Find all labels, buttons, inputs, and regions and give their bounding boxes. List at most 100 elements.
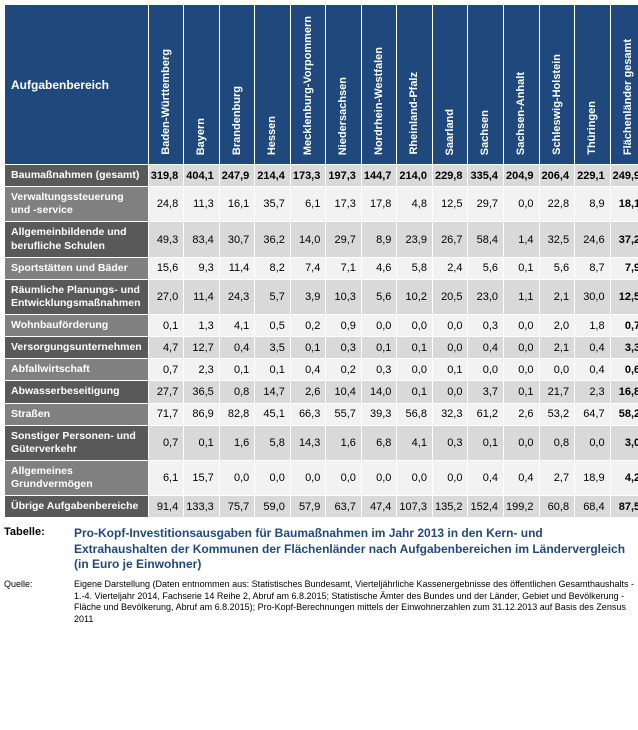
cell: 20,5 (432, 279, 468, 314)
cell: 3,5 (255, 337, 291, 359)
cell: 15,7 (184, 460, 220, 495)
table-row: Wohnbauförderung0,11,34,10,50,20,90,00,0… (5, 315, 638, 337)
data-table: Aufgabenbereich Baden-WürttembergBayernB… (4, 4, 638, 518)
cell: 6,1 (148, 460, 184, 495)
cell: 0,0 (432, 337, 468, 359)
cell: 0,4 (575, 337, 611, 359)
cell: 7,9 (610, 257, 638, 279)
col-header-label: Hessen (255, 116, 290, 155)
row-label: Allgemeines Grundvermögen (5, 460, 149, 495)
cell: 16,1 (219, 187, 255, 222)
cell: 18,9 (575, 460, 611, 495)
cell: 0,0 (397, 359, 433, 381)
cell: 83,4 (184, 222, 220, 257)
cell: 8,9 (361, 222, 397, 257)
cell: 0,4 (468, 460, 504, 495)
cell: 0,0 (432, 460, 468, 495)
cell: 32,3 (432, 403, 468, 425)
cell: 1,6 (219, 425, 255, 460)
cell: 3,7 (468, 381, 504, 403)
cell: 24,8 (148, 187, 184, 222)
row-label: Straßen (5, 403, 149, 425)
cell: 4,8 (397, 187, 433, 222)
row-label: Übrige Aufgabenbereiche (5, 496, 149, 518)
table-row: Allgemeines Grundvermögen6,115,70,00,00,… (5, 460, 638, 495)
cell: 133,3 (184, 496, 220, 518)
cell: 60,8 (539, 496, 575, 518)
cell: 0,3 (326, 337, 362, 359)
cell: 0,0 (504, 337, 540, 359)
cell: 2,7 (539, 460, 575, 495)
col-header: Flächenländer gesamt (610, 5, 638, 165)
cell: 17,8 (361, 187, 397, 222)
cell: 0,8 (219, 381, 255, 403)
cell: 5,6 (539, 257, 575, 279)
table-row: Baumaßnahmen (gesamt)319,8404,1247,9214,… (5, 165, 638, 187)
row-label: Sportstätten und Bäder (5, 257, 149, 279)
cell: 8,9 (575, 187, 611, 222)
cell: 214,4 (255, 165, 291, 187)
cell: 152,4 (468, 496, 504, 518)
col-header-label: Flächenländer gesamt (611, 39, 638, 155)
cell: 4,2 (610, 460, 638, 495)
col-header-label: Baden-Württemberg (149, 49, 184, 155)
cell: 14,7 (255, 381, 291, 403)
cell: 0,4 (504, 460, 540, 495)
cell: 82,8 (219, 403, 255, 425)
cell: 2,4 (432, 257, 468, 279)
row-label: Abwasserbeseitigung (5, 381, 149, 403)
corner-header: Aufgabenbereich (5, 5, 149, 165)
cell: 404,1 (184, 165, 220, 187)
cell: 4,7 (148, 337, 184, 359)
cell: 12,5 (432, 187, 468, 222)
cell: 0,4 (575, 359, 611, 381)
col-header: Mecklenburg-Vorpommern (290, 5, 326, 165)
row-label: Wohnbauförderung (5, 315, 149, 337)
table-row: Sonstiger Personen- und Güterverkehr0,7 0… (5, 425, 638, 460)
col-header-label: Brandenburg (220, 86, 255, 155)
cell: 27,0 (148, 279, 184, 314)
row-label: Allgemeinbildende und berufliche Schulen (5, 222, 149, 257)
cell: 5,7 (255, 279, 291, 314)
cell: 1,3 (184, 315, 220, 337)
cell: 0,0 (504, 187, 540, 222)
cell: 27,7 (148, 381, 184, 403)
cell: 12,7 (184, 337, 220, 359)
cell: 39,3 (361, 403, 397, 425)
cell: 0,3 (432, 425, 468, 460)
cell: 0,7 (148, 425, 184, 460)
cell: 173,3 (290, 165, 326, 187)
cell: 0,1 (397, 337, 433, 359)
cell: 206,4 (539, 165, 575, 187)
cell: 0,0 (326, 460, 362, 495)
col-header-label: Thüringen (575, 101, 610, 155)
col-header-label: Rheinland-Pfalz (397, 72, 432, 155)
cell: 37,2 (610, 222, 638, 257)
cell: 0,0 (504, 425, 540, 460)
cell: 11,4 (184, 279, 220, 314)
cell: 10,2 (397, 279, 433, 314)
cell: 0,0 (575, 425, 611, 460)
cell: 45,1 (255, 403, 291, 425)
cell: 0,4 (290, 359, 326, 381)
cell: 47,4 (361, 496, 397, 518)
row-label: Sonstiger Personen- und Güterverkehr (5, 425, 149, 460)
caption-source-label: Quelle: (4, 579, 74, 626)
cell: 8,7 (575, 257, 611, 279)
col-header: Saarland (432, 5, 468, 165)
cell: 16,8 (610, 381, 638, 403)
cell: 0,9 (326, 315, 362, 337)
cell: 2,1 (539, 279, 575, 314)
cell: 107,3 (397, 496, 433, 518)
col-header-label: Schleswig-Holstein (540, 54, 575, 155)
cell: 3,3 (610, 337, 638, 359)
cell: 53,2 (539, 403, 575, 425)
cell: 0,0 (504, 359, 540, 381)
cell: 0,1 (397, 381, 433, 403)
col-header: Thüringen (575, 5, 611, 165)
cell: 0,0 (504, 315, 540, 337)
cell: 21,7 (539, 381, 575, 403)
caption-source-row: Quelle: Eigene Darstellung (Daten entnom… (4, 579, 634, 626)
cell: 0,0 (255, 460, 291, 495)
col-header: Nordrhein-Westfalen (361, 5, 397, 165)
